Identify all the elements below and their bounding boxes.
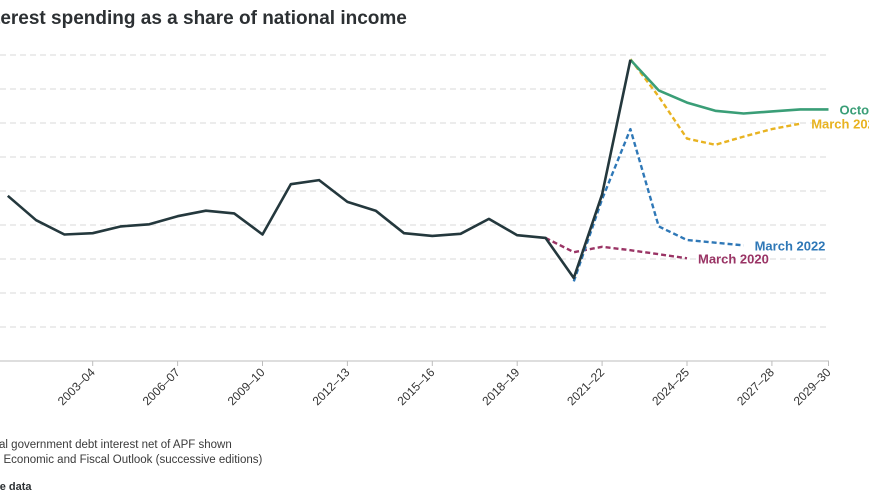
x-axis: 2003–04 2006–07 2009–10 2012–13 2015–16 2018–… — [0, 360, 834, 408]
series-label: October — [840, 102, 869, 117]
x-tick-label: 2018–19 — [479, 365, 522, 408]
chart-title: terest spending as a share of national i… — [0, 8, 407, 29]
series-line-march-2024 — [629, 58, 801, 146]
series-line-march-2022 — [572, 127, 744, 282]
series-label: March 2024 — [811, 117, 869, 132]
gridlines — [0, 54, 829, 328]
x-tick-label: 2024–25 — [649, 365, 692, 408]
series-label: March 2020 — [698, 251, 769, 266]
series-line-outturn — [6, 59, 632, 280]
x-tick-label: 2027–28 — [734, 365, 777, 408]
x-tick-label: 2003–04 — [55, 365, 98, 408]
x-tick-label: 2006–07 — [140, 365, 183, 408]
footnote-source: R Economic and Fiscal Outlook (successiv… — [0, 454, 263, 466]
x-tick-label: 2015–16 — [394, 365, 437, 408]
x-tick-label: 2012–13 — [310, 365, 353, 408]
x-tick-label: 2029–30 — [791, 365, 834, 408]
series-line-october — [629, 58, 829, 115]
series-line-march-2020 — [544, 236, 688, 260]
x-tick-label: 2009–10 — [225, 365, 268, 408]
get-the-data-link[interactable]: he data — [0, 481, 32, 493]
footnote-apf: tral government debt interest net of APF… — [0, 439, 232, 451]
series-label: March 2022 — [755, 238, 826, 253]
series-lines — [6, 58, 829, 282]
x-tick-label: 2021–22 — [564, 365, 607, 408]
